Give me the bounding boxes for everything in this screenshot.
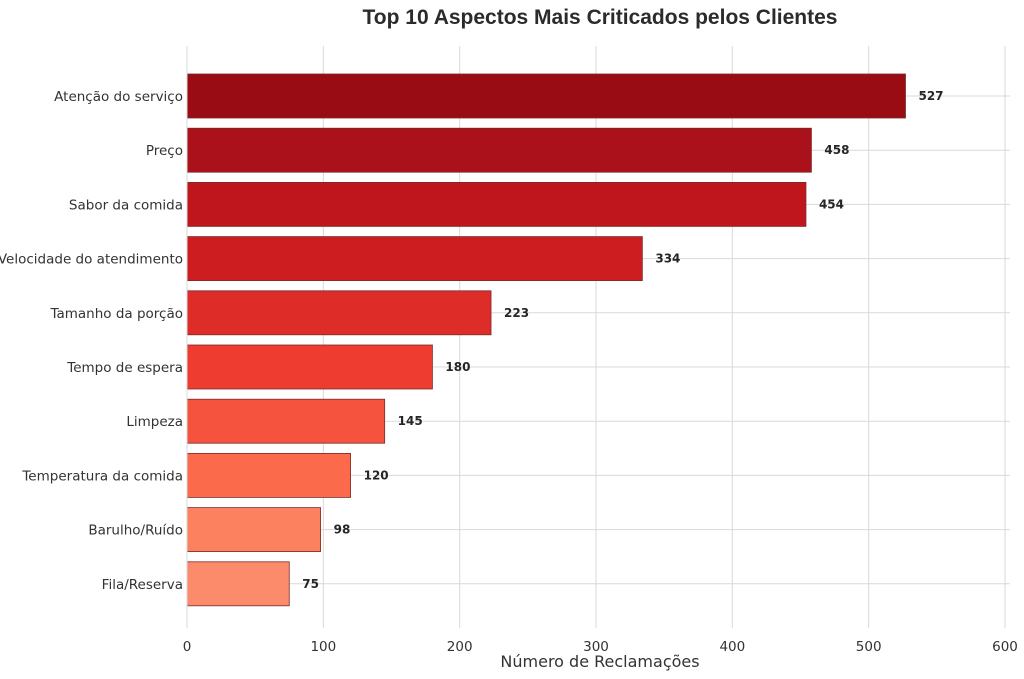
value-label: 223 [504,306,529,320]
bar [186,73,906,119]
bar [186,127,812,173]
category-label: Limpeza [126,414,183,430]
category-label: Preço [146,143,183,159]
value-label: 75 [302,577,319,591]
x-tick-label: 200 [447,639,473,655]
x-tick-label: 300 [583,639,609,655]
bars [186,73,906,607]
value-label: 145 [398,414,423,428]
value-label: 98 [334,523,351,537]
x-tick-labels: 0 100 200 300 400 500 600 [183,639,1018,655]
x-tick-label: 400 [719,639,745,655]
bar [186,452,352,498]
x-tick-label: 500 [856,639,882,655]
value-label: 334 [655,252,680,266]
bar [186,398,386,444]
bar [186,236,643,282]
bar [186,290,492,336]
value-label: 527 [918,89,943,103]
category-label: Atenção do serviço [54,89,183,105]
value-label: 180 [445,360,470,374]
category-label: Tamanho da porção [49,306,183,322]
x-tick-label: 0 [183,639,192,655]
x-tick-label: 100 [310,639,336,655]
value-label: 120 [364,468,389,482]
bar [186,181,807,227]
bar [186,344,433,390]
value-labels: 527 458 454 334 223 180 145 120 98 75 [302,89,943,591]
x-tick-label: 600 [992,639,1018,655]
category-label: Fila/Reserva [102,577,183,593]
value-label: 458 [824,143,849,157]
value-label: 454 [819,197,844,211]
category-label: Velocidade do atendimento [0,252,183,268]
category-labels: Atenção do serviço Preço Sabor da comida Ve… [0,89,183,593]
category-label: Temperatura da comida [21,468,183,484]
category-label: Tempo de espera [66,360,183,376]
bar [186,561,290,607]
bar [186,507,322,553]
category-label: Sabor da comida [69,197,183,213]
chart-title: Top 10 Aspectos Mais Criticados pelos Cl… [363,6,838,29]
x-axis-label: Número de Reclamações [500,652,699,671]
category-label: Barulho/Ruído [88,523,183,539]
